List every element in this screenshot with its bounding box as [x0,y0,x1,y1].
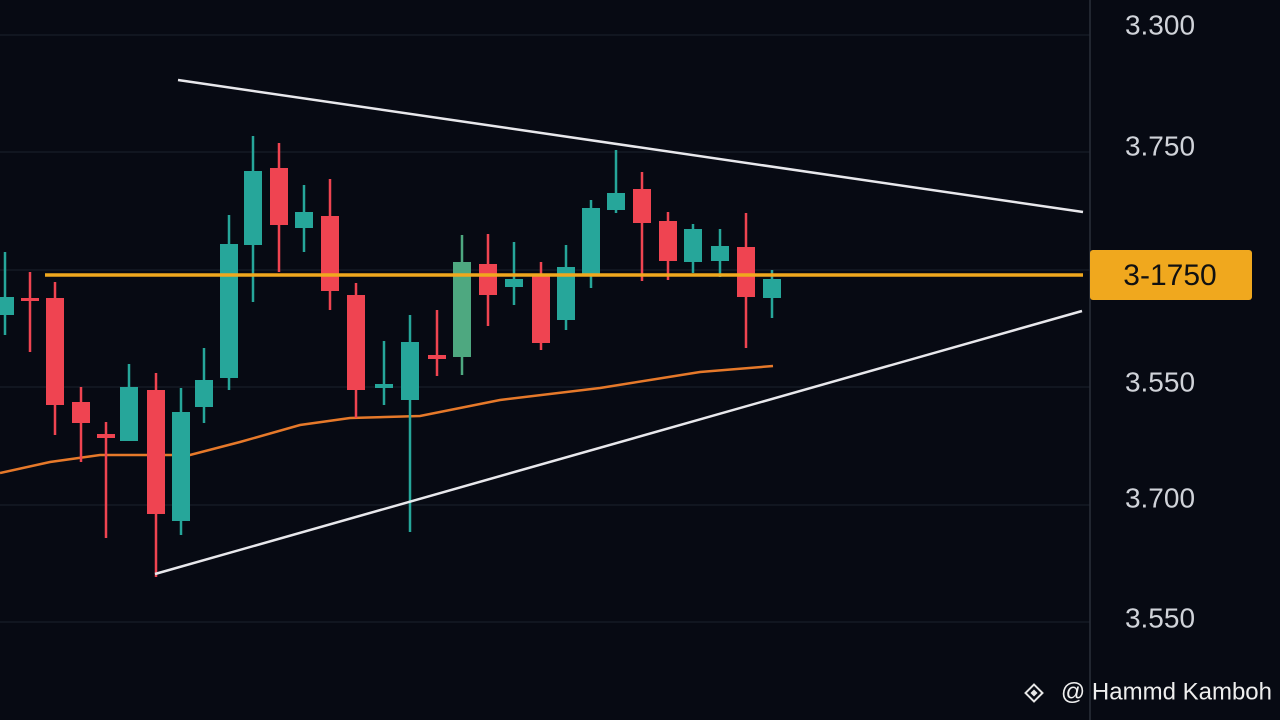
axis-label: 3.550 [1125,366,1195,397]
price-tag-box [1090,250,1252,300]
candle [72,387,90,462]
candle-body [659,221,677,261]
candle [401,315,419,532]
candle [453,235,471,375]
candle-body [763,279,781,298]
candle-body [375,384,393,388]
candle-body [321,216,339,291]
candle-body [0,297,14,315]
candle [321,179,339,310]
candle [172,388,190,535]
candle [220,215,238,390]
candle [711,229,729,277]
axis-label: 3.300 [1125,9,1195,40]
axis-labels: 3.300 3.750 3.550 3.700 3.550 [1125,9,1195,633]
candle [21,272,39,352]
lower-trendline [154,309,1083,576]
candle-body [347,295,365,390]
candle [428,310,446,376]
candle [295,185,313,252]
candle [684,224,702,273]
candle [97,422,115,538]
candle [347,283,365,418]
candle-body [270,168,288,225]
candle [120,364,138,441]
axis-label: 3.750 [1125,130,1195,161]
candle-body [401,342,419,400]
candles [0,136,781,577]
candle-body [557,267,575,320]
candle-body [505,279,523,287]
candle-body [295,212,313,228]
candle-body [120,387,138,441]
candle-body [428,355,446,359]
candle [375,341,393,405]
moving-average [0,364,774,475]
candle-body [711,246,729,261]
candle-body [582,208,600,275]
candle-body [453,262,471,357]
candle-body [607,193,625,210]
candle [0,252,14,335]
candle-body [684,229,702,262]
candle-body [479,264,497,295]
candle-body [97,434,115,438]
candle-body [737,247,755,297]
candle-body [72,402,90,423]
candle-body [532,276,550,343]
candle-body [172,412,190,521]
price-tag: 3-1750 [1123,259,1216,292]
candle [737,213,755,348]
candle-body [21,298,39,301]
candle [270,143,288,272]
watermark: @ Hammd Kamboh [1061,678,1272,705]
candle [46,282,64,435]
candle-body [244,171,262,245]
candle [763,270,781,318]
candle-body [220,244,238,378]
candle-body [46,298,64,405]
candle-body [633,189,651,223]
candle [195,348,213,423]
candle-body [147,390,165,514]
upper-trendline [177,78,1084,214]
candle [557,245,575,330]
candle [633,172,651,281]
candle [147,373,165,577]
candle [607,150,625,213]
candle [479,234,497,326]
candle-body [195,380,213,407]
candle [659,212,677,280]
axis-label: 3.550 [1125,602,1195,633]
axis-label: 3.700 [1125,482,1195,513]
